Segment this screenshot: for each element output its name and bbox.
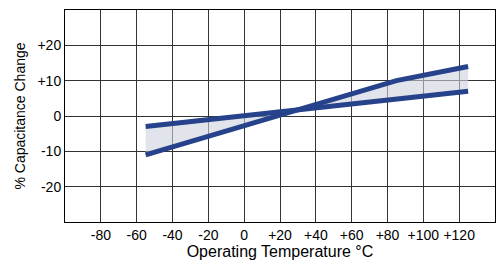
svg-text:-10: -10	[41, 143, 61, 159]
svg-text:+80: +80	[376, 227, 400, 243]
svg-text:0: 0	[53, 108, 61, 124]
svg-text:+100: +100	[408, 227, 440, 243]
svg-text:+40: +40	[304, 227, 328, 243]
svg-text:Operating Temperature °C: Operating Temperature °C	[187, 243, 374, 260]
svg-text:+120: +120	[443, 227, 475, 243]
svg-text:+10: +10	[37, 73, 61, 89]
svg-text:-60: -60	[127, 227, 147, 243]
svg-text:-20: -20	[41, 179, 61, 195]
svg-text:-80: -80	[91, 227, 111, 243]
svg-text:0: 0	[240, 227, 248, 243]
svg-text:-20: -20	[198, 227, 218, 243]
svg-text:+60: +60	[340, 227, 364, 243]
svg-text:-40: -40	[162, 227, 182, 243]
svg-text:% Capacitance Change: % Capacitance Change	[12, 42, 28, 189]
svg-text:+20: +20	[268, 227, 292, 243]
svg-text:+20: +20	[37, 37, 61, 53]
